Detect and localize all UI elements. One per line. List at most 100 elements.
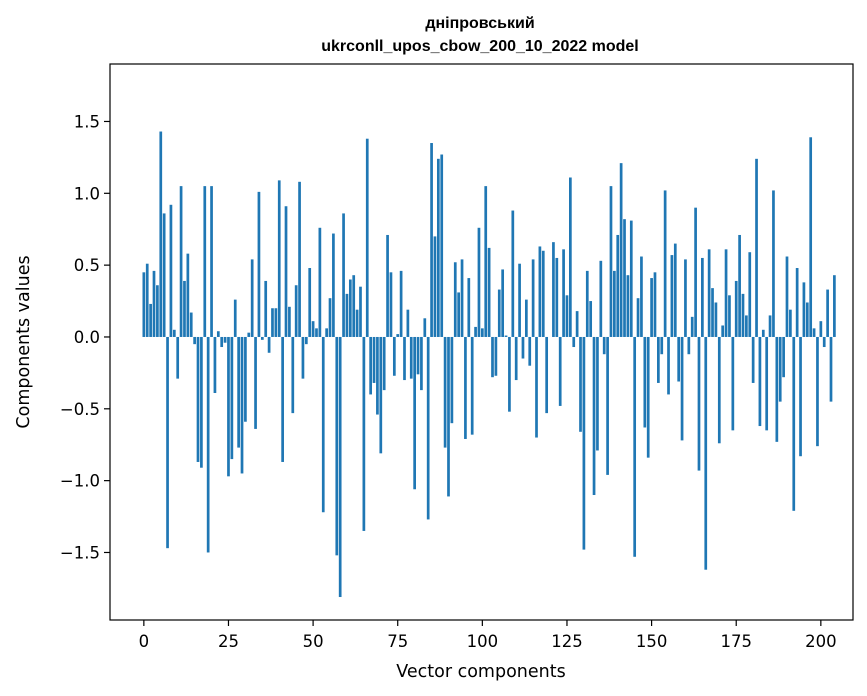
bar-148 (643, 336, 647, 428)
bar-176 (738, 234, 741, 337)
bar-136 (602, 336, 606, 355)
bar-181 (755, 158, 758, 337)
bar-97 (470, 336, 474, 435)
bar-203 (829, 336, 833, 402)
bar-9 (172, 329, 176, 337)
bar-115 (531, 259, 535, 337)
bar-46 (298, 181, 301, 337)
bar-133 (592, 336, 596, 496)
bar-39 (274, 308, 278, 337)
bar-42 (284, 206, 288, 337)
bar-94 (460, 259, 464, 337)
bar-167 (707, 249, 711, 337)
bar-76 (399, 270, 403, 337)
bar-199 (816, 336, 819, 447)
bar-132 (589, 301, 593, 337)
bar-7 (166, 336, 169, 549)
bar-106 (501, 269, 505, 337)
bar-163 (694, 207, 697, 337)
x-tick-label: 175 (720, 632, 752, 651)
y-tick-label: 1.0 (74, 184, 100, 203)
bar-96 (467, 278, 471, 337)
bar-50 (311, 321, 315, 337)
bar-131 (585, 270, 589, 337)
bar-113 (524, 299, 528, 337)
bar-134 (596, 336, 599, 451)
bar-149 (646, 336, 650, 458)
bar-88 (440, 154, 444, 337)
bar-32 (250, 259, 254, 337)
bar-13 (186, 253, 190, 337)
bar-170 (717, 336, 721, 444)
bar-60 (345, 293, 349, 337)
bar-99 (477, 227, 481, 337)
bar-198 (812, 328, 816, 337)
bar-92 (453, 262, 457, 337)
bar-67 (369, 336, 372, 395)
bars-group (142, 131, 836, 598)
bar-91 (450, 336, 454, 424)
bar-30 (244, 336, 247, 422)
bar-182 (758, 336, 762, 427)
bar-16 (196, 336, 200, 462)
bar-104 (494, 336, 498, 376)
bar-93 (457, 292, 461, 337)
bar-11 (179, 186, 183, 337)
bar-87 (436, 158, 440, 337)
bar-118 (541, 250, 545, 337)
bar-108 (508, 336, 511, 412)
bar-44 (291, 336, 295, 414)
bar-191 (789, 309, 792, 337)
bar-173 (728, 295, 731, 337)
bar-186 (772, 190, 775, 337)
bar-31 (247, 332, 251, 337)
bar-14 (189, 312, 193, 337)
bar-61 (348, 279, 352, 337)
bar-79 (409, 336, 413, 379)
bar-129 (579, 336, 582, 432)
bar-128 (575, 311, 579, 337)
bar-135 (599, 260, 603, 337)
bar-130 (582, 336, 586, 550)
bar-2 (149, 303, 152, 337)
bar-153 (660, 336, 664, 355)
bar-180 (751, 336, 755, 383)
bar-139 (613, 270, 616, 337)
x-tick-label: 25 (218, 632, 239, 651)
bar-151 (653, 272, 657, 337)
bar-169 (714, 302, 718, 337)
plot-frame (109, 63, 854, 621)
bar-188 (778, 336, 782, 402)
bar-159 (680, 336, 684, 441)
bar-55 (328, 298, 332, 337)
bar-204 (833, 275, 836, 337)
bar-194 (799, 336, 802, 457)
bar-10 (176, 336, 180, 379)
bar-174 (731, 336, 735, 431)
x-axis-ticks: 0 25 50 75 100 125 150 175 200 (139, 620, 837, 651)
y-tick-label: −1.5 (60, 543, 100, 562)
bar-74 (392, 336, 396, 376)
bar-33 (254, 336, 257, 429)
bar-35 (260, 336, 264, 340)
bar-126 (569, 177, 572, 337)
bar-65 (362, 336, 366, 531)
bar-41 (281, 336, 284, 462)
bar-112 (521, 336, 525, 359)
bar-124 (562, 249, 565, 337)
bar-178 (745, 315, 748, 337)
bar-40 (277, 180, 281, 337)
bar-172 (724, 249, 728, 337)
bar-77 (403, 336, 406, 381)
y-tick-label: 0.0 (74, 328, 100, 347)
chart-title-line2: ukrconll_upos_cbow_200_10_2022 model (321, 38, 638, 55)
bar-109 (511, 210, 515, 337)
bar-195 (802, 282, 806, 337)
bar-114 (528, 336, 532, 366)
bar-86 (433, 236, 437, 337)
bar-123 (558, 336, 562, 406)
bar-24 (223, 336, 227, 343)
bar-17 (200, 336, 203, 468)
bar-58 (338, 336, 342, 598)
